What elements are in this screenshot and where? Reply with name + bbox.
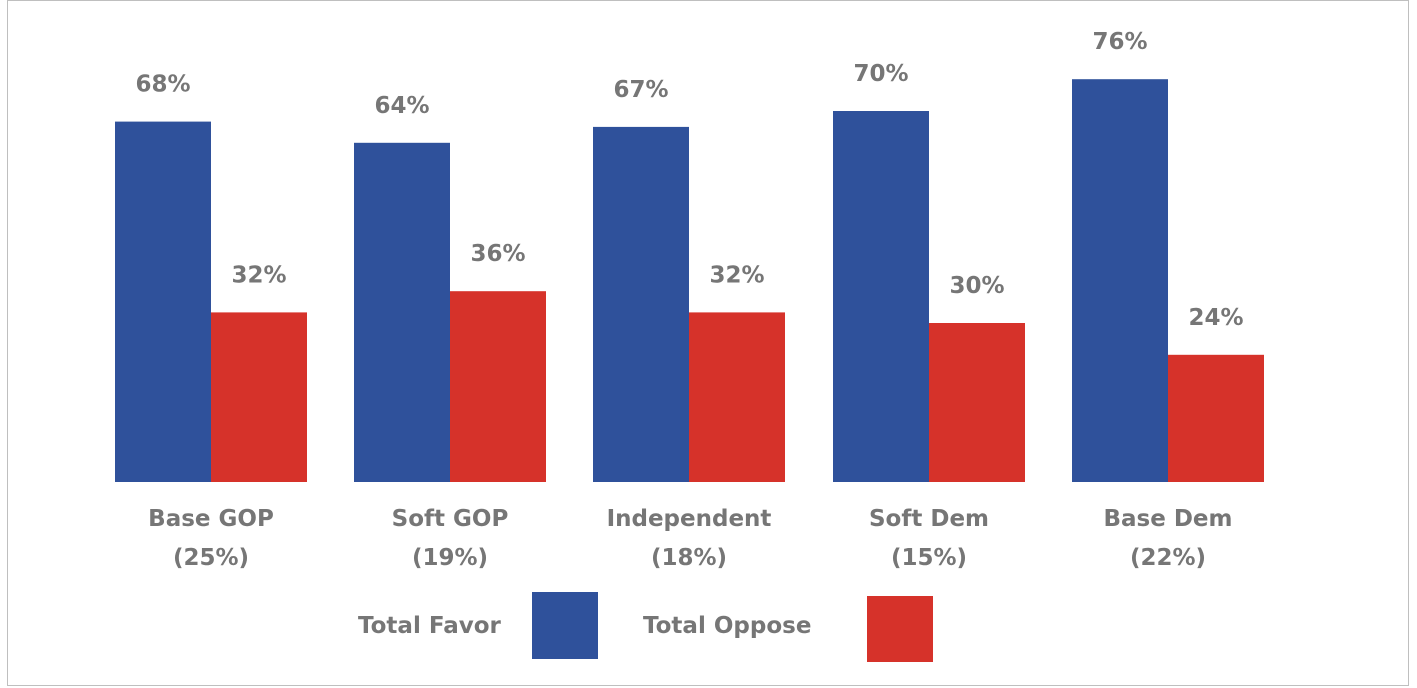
legend-label-total-favor: Total Favor (358, 613, 502, 639)
bar-total-favor-base-dem (1072, 79, 1168, 482)
bar-total-oppose-independent (689, 312, 785, 482)
bar-total-favor-base-gop (115, 121, 211, 482)
legend-label-total-oppose: Total Oppose (643, 613, 811, 639)
value-label-total-oppose-soft-dem: 30% (949, 273, 1004, 299)
category-label-base-gop: Base GOP (148, 506, 274, 532)
value-label-total-favor-base-dem: 76% (1092, 29, 1147, 55)
value-label-total-favor-soft-gop: 64% (374, 93, 429, 119)
category-label-base-dem: Base Dem (1103, 506, 1232, 532)
category-share-independent: (18%) (651, 545, 727, 571)
legend-swatch-total-oppose (867, 596, 933, 662)
category-share-soft-dem: (15%) (891, 545, 967, 571)
bar-total-favor-independent (593, 126, 689, 483)
category-label-soft-gop: Soft GOP (392, 506, 509, 532)
category-labels-layer: Base GOP (25%) Soft GOP (19%) Independent (18… (148, 506, 1232, 571)
legend: Total Favor Total Oppose (358, 592, 933, 662)
category-label-independent: Independent (607, 506, 772, 532)
value-label-total-oppose-independent: 32% (709, 262, 764, 288)
category-share-base-gop: (25%) (173, 545, 249, 571)
bars-layer (115, 79, 1264, 483)
bar-total-favor-soft-dem (833, 111, 929, 482)
category-label-soft-dem: Soft Dem (869, 506, 989, 532)
bar-total-oppose-base-dem (1168, 354, 1264, 482)
value-label-total-oppose-soft-gop: 36% (470, 241, 525, 267)
value-labels-layer: 68% 32% 64% 36% 67% 32% 70% 30% 76% 24% (135, 29, 1243, 331)
bar-total-favor-soft-gop (354, 142, 450, 483)
value-label-total-oppose-base-gop: 32% (231, 262, 286, 288)
value-label-total-favor-base-gop: 68% (135, 72, 190, 98)
bar-total-oppose-base-gop (211, 312, 307, 482)
category-share-base-dem: (22%) (1130, 545, 1206, 571)
value-label-total-favor-soft-dem: 70% (853, 61, 908, 87)
category-share-soft-gop: (19%) (412, 545, 488, 571)
legend-swatch-total-favor (532, 592, 598, 659)
value-label-total-oppose-base-dem: 24% (1188, 305, 1243, 331)
bar-total-oppose-soft-dem (929, 323, 1025, 482)
bar-total-oppose-soft-gop (450, 291, 546, 482)
value-label-total-favor-independent: 67% (613, 77, 668, 103)
